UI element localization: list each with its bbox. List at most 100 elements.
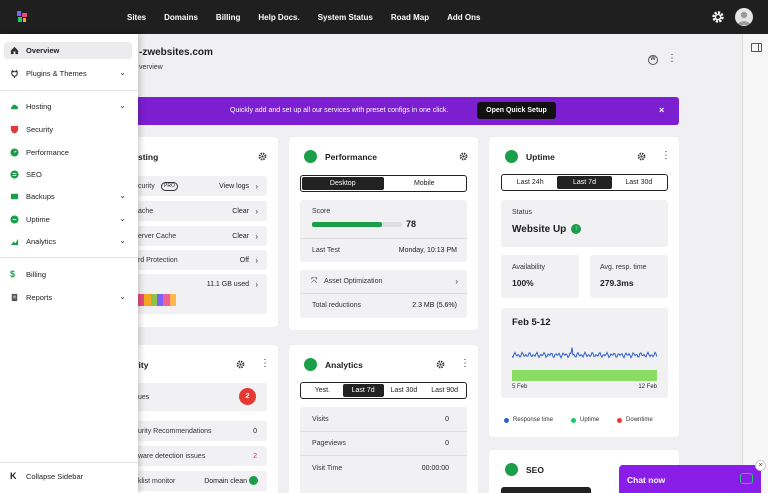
security-recommendations-row[interactable]: urity Recommendations 0 (110, 421, 267, 441)
cache-clear-button[interactable]: Clear (232, 208, 249, 215)
security-malware-row[interactable]: ware detection issues 2 (110, 446, 267, 466)
malware-value: 2 (253, 453, 257, 460)
analytics-range-toggle: Yest. Last 7d Last 30d Last 90d (300, 382, 467, 399)
hosting-security-row[interactable]: curity PRO View logs › (110, 176, 267, 196)
stats-divider (300, 455, 467, 456)
recommendations-value: 0 (253, 428, 257, 435)
sidebar-item-label: Security (26, 125, 54, 134)
performance-settings-icon[interactable] (459, 152, 468, 161)
sidebar-item-hosting[interactable]: Hosting ⌄ (4, 98, 132, 115)
reductions-label: Total reductions (312, 302, 362, 309)
chat-widget[interactable]: Chat now (619, 465, 761, 493)
tab-yesterday[interactable]: Yest. (314, 387, 331, 394)
performance-card: Performance Desktop Mobile Score 78 Last… (289, 137, 478, 330)
nav-sites[interactable]: Sites (127, 12, 147, 22)
sidebar-item-reports[interactable]: Reports ⌄ (4, 289, 132, 306)
score-value: 78 (406, 219, 417, 229)
analytics-settings-icon[interactable] (436, 360, 445, 369)
storage-segment (169, 294, 176, 306)
dollar-icon: $ (10, 269, 16, 279)
sidebar-item-label: Hosting (26, 102, 52, 111)
tab-mobile[interactable]: Mobile (413, 180, 435, 187)
nav-domains[interactable]: Domains (164, 12, 198, 22)
chat-close-icon[interactable]: × (755, 460, 766, 471)
tab-last-24h[interactable]: Last 24h (516, 179, 544, 186)
user-avatar[interactable] (735, 8, 753, 26)
hosting-settings-icon[interactable] (258, 152, 267, 161)
asset-optimization-label: Asset Optimization (324, 278, 383, 285)
top-bar: Sites Domains Billing Help Docs. System … (0, 0, 768, 34)
seo-toggle[interactable] (501, 487, 591, 493)
collapse-sidebar-button[interactable]: K Collapse Sidebar (4, 468, 132, 485)
collapse-sidebar-label: Collapse Sidebar (26, 472, 84, 481)
security-blacklist-row[interactable]: klist monitor Domain clean (110, 471, 267, 491)
uptime-status-box: Status Website Up ↑ (501, 200, 668, 247)
sidebar-item-seo[interactable]: SEO (4, 166, 132, 183)
analytics-title: Analytics (325, 360, 363, 370)
sidebar-item-overview[interactable]: Overview (4, 42, 132, 59)
panel-toggle-icon[interactable] (751, 43, 762, 52)
storage-bar (138, 294, 176, 306)
sidebar-item-billing[interactable]: $ Billing (4, 266, 132, 283)
nav-add-ons[interactable]: Add Ons (447, 12, 481, 22)
hosting-title: sting (138, 152, 159, 162)
uptime-range-label: Feb 5-12 (512, 317, 551, 328)
tab-last-30d[interactable]: Last 30d (625, 179, 653, 186)
legend-downtime-dot (617, 417, 623, 423)
hosting-server-cache-row[interactable]: erver Cache Clear › (110, 226, 267, 246)
security-settings-icon[interactable] (236, 360, 245, 369)
chart-start-label: 5 Feb (512, 384, 528, 390)
performance-device-toggle: Desktop Mobile (300, 175, 467, 192)
banner-close-icon[interactable]: × (659, 105, 665, 115)
sidebar-item-label: Reports (26, 293, 53, 302)
settings-gear-icon[interactable] (711, 10, 725, 24)
tab-last-7d[interactable]: Last 7d (342, 384, 384, 397)
tab-desktop[interactable]: Desktop (302, 177, 384, 190)
open-quick-setup-button[interactable]: Open Quick Setup (477, 102, 556, 119)
tab-last-7d[interactable]: Last 7d (557, 176, 612, 189)
chevron-right-icon: › (255, 232, 258, 241)
view-logs-link[interactable]: View logs (219, 183, 249, 190)
seo-icon (10, 170, 19, 179)
plug-icon (11, 69, 18, 78)
availability-value: 100% (512, 278, 534, 288)
tab-last-30d[interactable]: Last 30d (390, 387, 418, 394)
uptime-settings-icon[interactable] (637, 152, 646, 161)
nav-help-docs[interactable]: Help Docs. (258, 12, 300, 22)
hosting-cache-row[interactable]: ache Clear › (110, 201, 267, 221)
hosting-protection-row[interactable]: rd Protection Off › (110, 250, 267, 270)
shield-icon (10, 125, 19, 134)
availability-label: Availability (512, 264, 545, 271)
visits-value: 0 (445, 416, 449, 423)
uptime-band (512, 370, 657, 381)
nav-system-status[interactable]: System Status (317, 12, 373, 22)
logo-icon[interactable] (14, 9, 30, 25)
issues-label: ues (138, 394, 150, 401)
sidebar-item-uptime[interactable]: Uptime ⌄ (4, 211, 132, 228)
analytics-more-icon[interactable] (460, 358, 470, 371)
sidebar-item-analytics[interactable]: Analytics ⌄ (4, 233, 132, 250)
server-cache-clear-button[interactable]: Clear (232, 233, 249, 240)
performance-gauge-icon (304, 150, 317, 163)
arrow-up-icon: ↑ (571, 224, 581, 234)
legend-uptime-dot (571, 417, 577, 423)
tab-last-90d[interactable]: Last 90d (431, 387, 459, 394)
security-more-icon[interactable] (260, 358, 270, 371)
uptime-legend: Response time Uptime Downtime (504, 417, 653, 423)
uptime-icon (10, 215, 19, 224)
wordpress-icon[interactable]: W (648, 55, 658, 65)
nav-road-map[interactable]: Road Map (390, 12, 430, 22)
score-divider (300, 238, 467, 239)
nav-billing[interactable]: Billing (215, 12, 241, 22)
sidebar-item-performance[interactable]: Performance (4, 144, 132, 161)
last-test-label: Last Test (312, 247, 340, 254)
site-more-icon[interactable] (667, 53, 677, 66)
uptime-more-icon[interactable] (661, 150, 671, 163)
sidebar-item-plugins-themes[interactable]: Plugins & Themes ⌄ (4, 65, 132, 82)
asset-optimization-box[interactable]: ⤧ Asset Optimization › Total reductions … (300, 270, 467, 318)
security-title: urity (130, 360, 149, 370)
uptime-card: Uptime Last 24h Last 7d Last 30d Status … (489, 137, 679, 437)
seo-title: SEO (526, 465, 544, 475)
sidebar-item-security[interactable]: Security (4, 121, 132, 138)
sidebar-item-backups[interactable]: Backups ⌄ (4, 188, 132, 205)
